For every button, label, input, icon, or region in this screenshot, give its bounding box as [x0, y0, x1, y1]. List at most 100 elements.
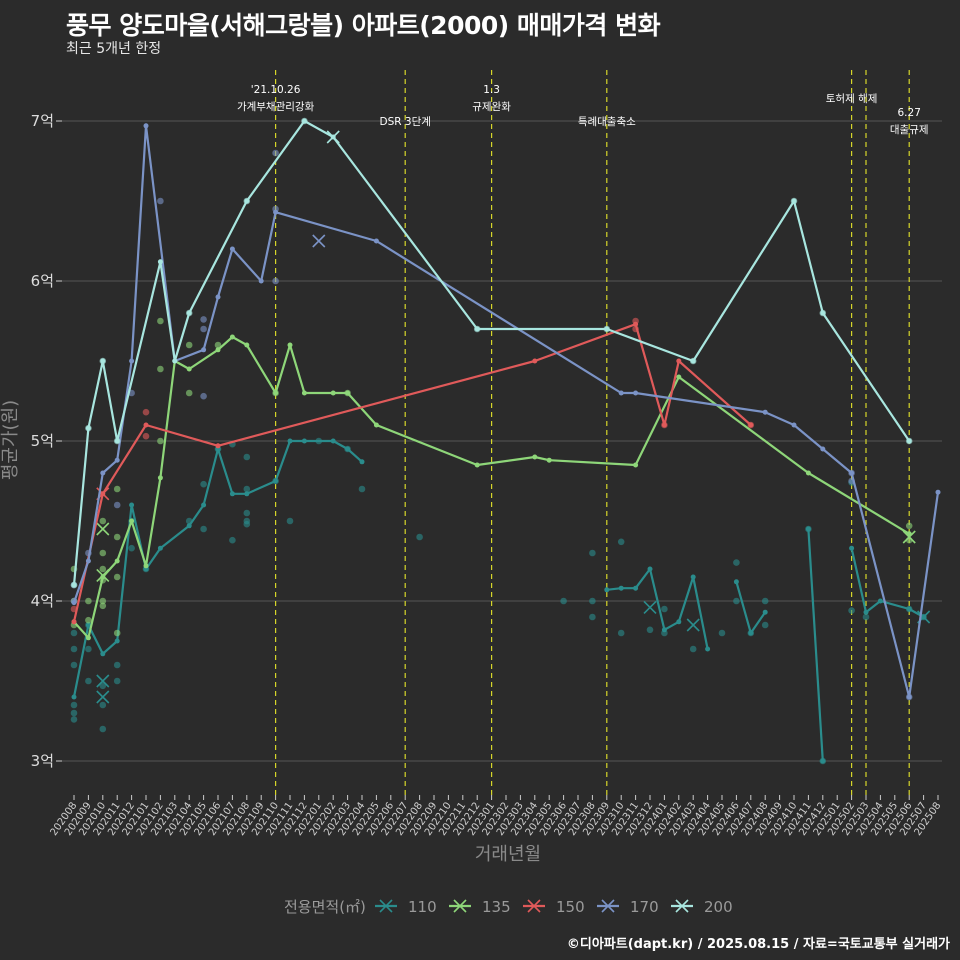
event-label: 1.3: [483, 84, 500, 96]
grid-lines: [62, 120, 942, 762]
line-point: [273, 478, 279, 484]
data-point: [85, 645, 92, 653]
y-tick-label: 5억: [31, 432, 54, 450]
line-point: [676, 374, 682, 380]
line-point: [301, 390, 307, 396]
line-point: [301, 438, 307, 444]
data-point: [113, 677, 121, 685]
line-point: [273, 209, 279, 215]
data-point: [157, 197, 164, 205]
data-point: [617, 629, 625, 637]
data-point: [113, 533, 121, 541]
line-point: [373, 238, 379, 244]
legend-label: 135: [482, 898, 511, 916]
data-point: [243, 485, 251, 493]
legend-label: 170: [630, 898, 659, 916]
cross-marker: [902, 530, 916, 544]
line-point: [820, 758, 826, 764]
line-point: [258, 278, 264, 284]
line-point: [201, 502, 207, 508]
line-point: [820, 446, 826, 452]
series-line: [850, 547, 925, 618]
legend-marker: [675, 899, 689, 913]
line-point: [748, 422, 754, 428]
data-point: [99, 602, 107, 610]
y-tick-label: 6억: [31, 272, 54, 290]
event-label: 가계부채관리강화: [237, 101, 315, 113]
legend-label: 110: [408, 898, 437, 916]
line-point: [71, 694, 77, 700]
line-point: [85, 622, 91, 628]
series-150: [70, 317, 755, 625]
line-point: [604, 326, 610, 332]
data-point: [733, 559, 740, 566]
line-point: [287, 342, 293, 348]
data-point: [848, 607, 855, 614]
legend-marker: [601, 899, 615, 913]
data-point: [905, 522, 913, 530]
line-point: [229, 491, 235, 497]
line-point: [85, 635, 91, 641]
series-line: [807, 528, 824, 762]
event-label: '21.10.26: [251, 84, 301, 96]
x-axis-title: 거래년월: [475, 844, 541, 865]
line-point: [805, 470, 811, 476]
data-point: [128, 544, 135, 552]
chart-title: 풍무 양도마을(서해그랑블) 아파트(2000) 매매가격 변화: [66, 11, 661, 40]
data-point: [157, 365, 164, 373]
line-point: [647, 566, 653, 572]
line-point: [330, 390, 336, 396]
data-point: [862, 613, 870, 621]
data-point: [200, 525, 207, 533]
line-point: [100, 358, 106, 364]
data-point: [229, 536, 236, 544]
data-point: [157, 317, 164, 325]
line-point: [906, 438, 912, 444]
line-point: [71, 619, 77, 625]
line-point: [762, 409, 768, 415]
series-line: [72, 119, 911, 586]
data-point: [272, 277, 279, 285]
legend-label: 200: [704, 898, 733, 916]
data-point: [416, 533, 423, 541]
line-point: [661, 627, 667, 633]
series-layer: [70, 117, 941, 765]
data-point: [589, 613, 596, 621]
line-point: [345, 446, 351, 452]
source-caption: ©디아파트(dapt.kr) / 2025.08.15 / 자료=국토교통부 실…: [566, 937, 950, 952]
event-label: 대출규제: [890, 124, 929, 136]
line-point: [748, 630, 754, 636]
cross-marker: [96, 522, 110, 536]
line-point: [157, 545, 163, 551]
data-point: [761, 597, 769, 605]
data-point: [214, 341, 222, 349]
data-point: [85, 677, 92, 685]
line-point: [676, 358, 682, 364]
y-tick-label: 4억: [31, 592, 54, 610]
line-point: [791, 198, 797, 204]
data-point: [243, 509, 251, 517]
data-point: [113, 485, 121, 493]
data-point: [85, 597, 92, 605]
line-point: [172, 358, 178, 364]
y-tick-label: 3억: [31, 752, 54, 770]
line-point: [474, 462, 480, 468]
data-point: [99, 565, 107, 573]
line-point: [114, 558, 120, 564]
line-point: [877, 598, 883, 604]
legend: 전용면적(㎡) 110 135 150 170 200: [284, 898, 733, 916]
line-point: [143, 123, 149, 129]
line-point: [244, 491, 250, 497]
line-point: [244, 198, 250, 204]
series-line: [72, 323, 752, 623]
y-axis-title: 평균가(원): [0, 400, 21, 480]
event-label: 특례대출축소: [578, 116, 636, 128]
line-point: [100, 651, 106, 657]
line-point: [849, 545, 855, 551]
line-point: [186, 366, 192, 372]
data-point: [113, 661, 121, 669]
data-point: [70, 709, 78, 717]
data-point: [646, 626, 654, 634]
data-point: [142, 408, 150, 416]
legend-label: 150: [556, 898, 585, 916]
